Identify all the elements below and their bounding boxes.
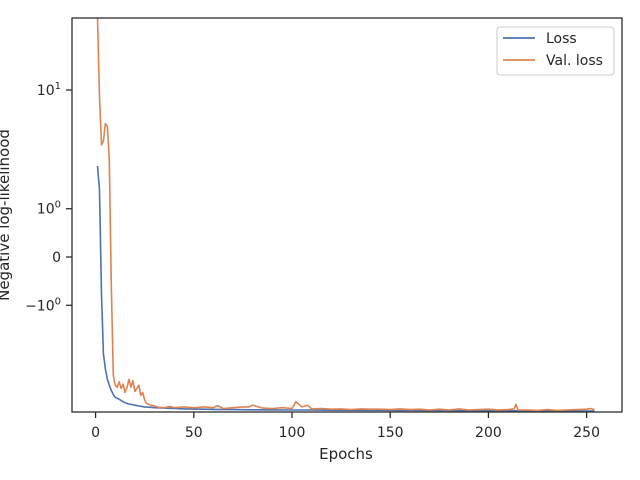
x-axis-label: Epochs [319, 445, 373, 463]
y-tick-label: 101 [37, 81, 61, 99]
y-axis: 101 100 0 −100 [25, 81, 72, 314]
series-line-val-loss [96, 17, 595, 412]
y-tick-label: 0 [52, 250, 61, 266]
x-tick-label: 250 [573, 425, 600, 441]
x-axis: 0 50 100 150 200 250 [91, 412, 600, 441]
series-layer [96, 17, 595, 412]
x-tick-label: 150 [377, 425, 404, 441]
x-tick-label: 50 [185, 425, 203, 441]
x-tick-label: 100 [279, 425, 306, 441]
x-tick-label: 200 [475, 425, 502, 441]
plot-frame [71, 17, 623, 413]
legend-label-loss: Loss [546, 31, 577, 47]
y-axis-label: Negative log-likelihood [0, 129, 13, 301]
legend-box [496, 26, 615, 76]
x-tick-label: 0 [91, 425, 100, 441]
y-tick-label: 100 [37, 200, 61, 218]
plot-area [72, 18, 622, 412]
legend-label-val-loss: Val. loss [546, 53, 603, 69]
series-line-loss [96, 165, 595, 412]
y-tick-label: −100 [25, 296, 61, 314]
legend: Loss Val. loss [496, 26, 615, 76]
